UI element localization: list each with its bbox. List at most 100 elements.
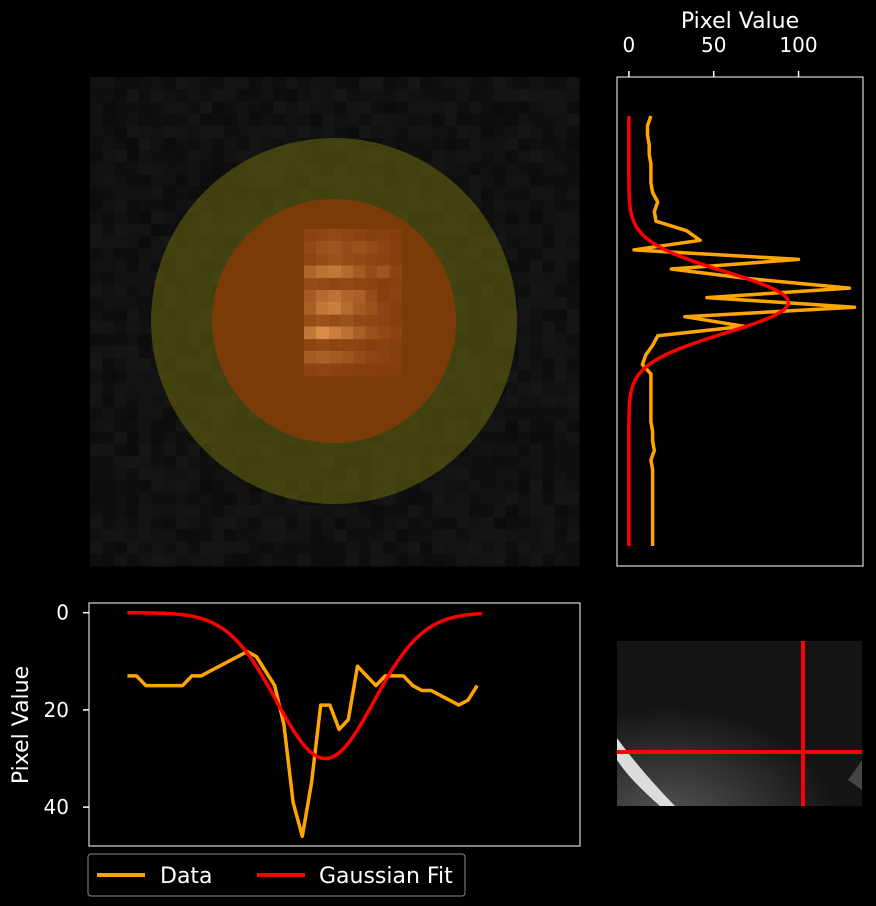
- stamp-pixel: [566, 260, 580, 274]
- stamp-pixel: [163, 150, 177, 164]
- stamp-pixel: [163, 517, 177, 530]
- stamp-pixel: [285, 77, 299, 90]
- source-pixel: [304, 253, 317, 266]
- source-pixel: [377, 314, 390, 327]
- stamp-pixel: [554, 125, 568, 139]
- stamp-pixel: [114, 211, 128, 225]
- stamp-pixel: [481, 468, 494, 481]
- stamp-pixel: [163, 77, 177, 90]
- stamp-pixel: [102, 211, 115, 225]
- stamp-pixel: [554, 455, 568, 469]
- stamp-pixel: [261, 113, 274, 127]
- stamp-pixel: [505, 162, 519, 176]
- stamp-pixel: [163, 138, 177, 151]
- stamp-pixel: [517, 541, 531, 555]
- stamp-pixel: [90, 370, 103, 384]
- source-pixel: [377, 277, 390, 291]
- stamp-pixel: [517, 517, 531, 530]
- source-pixels: [304, 229, 402, 376]
- stamp-pixel: [407, 517, 421, 530]
- stamp-pixel: [432, 77, 446, 90]
- stamp-pixel: [505, 248, 519, 261]
- stamp-pixel: [236, 553, 250, 567]
- stamp-pixel: [346, 553, 360, 567]
- stamp-pixel: [346, 89, 360, 102]
- source-pixel: [340, 363, 354, 376]
- stamp-pixel: [493, 529, 507, 543]
- stamp-pixel: [310, 529, 323, 543]
- stamp-pixel: [102, 223, 115, 237]
- stamp-pixel: [358, 504, 372, 518]
- stamp-pixel: [163, 504, 177, 518]
- stamp-pixel: [420, 138, 433, 151]
- stamp-pixel: [444, 101, 458, 115]
- stamp-pixel: [554, 223, 568, 237]
- stamp-pixel: [444, 492, 458, 506]
- stamp-pixel: [138, 553, 152, 567]
- stamp-pixel: [151, 77, 164, 90]
- stamp-pixel: [505, 211, 519, 225]
- stamp-pixel: [90, 541, 103, 555]
- stamp-pixel: [554, 443, 568, 457]
- source-pixel: [328, 229, 341, 242]
- stamp-pixel: [175, 150, 189, 164]
- stamp-pixel: [102, 150, 115, 164]
- stamp-pixel: [102, 529, 115, 543]
- stamp-pixel: [481, 89, 494, 102]
- stamp-pixel: [151, 443, 164, 457]
- source-pixel: [340, 351, 354, 364]
- stamp-pixel: [371, 101, 384, 115]
- stamp-pixel: [261, 541, 274, 555]
- stamp-pixel: [151, 553, 164, 567]
- stamp-pixel: [126, 517, 140, 530]
- stamp-pixel: [444, 541, 458, 555]
- stamp-pixel: [517, 333, 531, 347]
- stamp-pixel: [126, 480, 140, 494]
- source-pixel: [365, 253, 378, 266]
- stamp-pixel: [151, 223, 164, 237]
- source-pixel: [389, 229, 402, 242]
- stamp-pixel: [566, 553, 580, 567]
- stamp-pixel: [212, 89, 225, 102]
- stamp-pixel: [224, 150, 238, 164]
- stamp-pixel: [236, 101, 250, 115]
- stamp-pixel: [90, 174, 103, 188]
- stamp-pixel: [481, 113, 494, 127]
- stamp-pixel: [554, 187, 568, 200]
- stamp-pixel: [138, 284, 152, 298]
- stamp-pixel: [334, 89, 348, 102]
- stamp-pixel: [554, 235, 568, 249]
- stamp-pixel: [102, 480, 115, 494]
- stamp-pixel: [163, 529, 177, 543]
- stamp-pixel: [530, 419, 543, 433]
- stamp-pixel: [175, 480, 189, 494]
- stamp-pixel: [566, 504, 580, 518]
- stamp-pixel: [554, 113, 568, 127]
- stamp-pixel: [236, 138, 250, 151]
- stamp-pixel: [175, 529, 189, 543]
- stamp-pixel: [505, 443, 519, 457]
- right-profile-lines: [627, 115, 857, 546]
- stamp-pixel: [334, 101, 348, 115]
- stamp-pixel: [456, 125, 470, 139]
- bottom-profile-ylabel: Pixel Value: [9, 666, 34, 784]
- stamp-pixel: [542, 162, 556, 176]
- stamp-pixel: [566, 77, 580, 90]
- stamp-pixel: [126, 529, 140, 543]
- stamp-pixel: [566, 113, 580, 127]
- stamp-pixel: [102, 199, 115, 212]
- source-pixel: [365, 277, 378, 291]
- stamp-pixel: [236, 541, 250, 555]
- stamp-pixel: [517, 407, 531, 420]
- stamp-pixel: [542, 407, 556, 420]
- stamp-pixel: [138, 321, 152, 335]
- stamp-pixel: [395, 77, 409, 90]
- stamp-pixel: [542, 394, 556, 408]
- stamp-pixel: [346, 125, 360, 139]
- stamp-pixel: [200, 89, 213, 102]
- right-profile-tick-label: 100: [779, 33, 817, 57]
- stamp-pixel: [126, 211, 140, 225]
- stamp-pixel: [420, 150, 433, 164]
- stamp-pixel: [102, 517, 115, 530]
- source-pixel: [389, 351, 402, 364]
